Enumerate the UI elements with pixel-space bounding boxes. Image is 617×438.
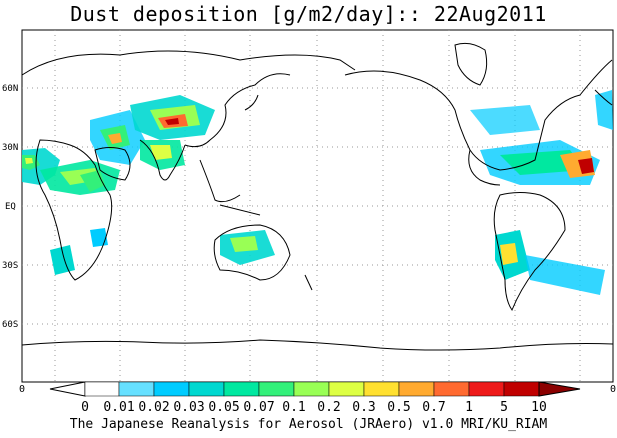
colorbar-right-end-label: 0 <box>610 384 616 395</box>
colorbar-bin-5 <box>258 381 295 397</box>
colorbar-tick-label: 0.3 <box>352 400 375 415</box>
colorbar-bin-10 <box>433 381 470 397</box>
colorbar-bin-12 <box>503 381 540 397</box>
coastlines <box>21 42 614 351</box>
colorbar-right-arrow <box>538 381 581 397</box>
colorbar-tick-label: 0.5 <box>387 400 410 415</box>
colorbar-bin-7 <box>328 381 365 397</box>
colorbar-bin-0 <box>84 381 120 397</box>
colorbar-bin-2 <box>153 381 190 397</box>
lat-label-30n: 30N <box>2 143 18 153</box>
colorbar-left-arrow <box>49 381 86 397</box>
colorbar-bin-11 <box>468 381 505 397</box>
colorbar-tick-label: 0 <box>81 400 89 415</box>
colorbar-bin-4 <box>223 381 260 397</box>
colorbar-bin-6 <box>293 381 330 397</box>
colorbar-tick-label: 0.01 <box>103 400 134 415</box>
map-title: Dust deposition [g/m2/day]:: 22Aug2011 <box>70 2 547 26</box>
colorbar-bin-3 <box>188 381 225 397</box>
colorbar-tick-label: 0.2 <box>317 400 340 415</box>
data-source-credit: The Japanese Reanalysis for Aerosol (JRA… <box>69 417 548 432</box>
colorbar-left-end-label: 0 <box>19 384 25 395</box>
colorbar-tick-label: 0.1 <box>282 400 305 415</box>
latitude-labels: 60N 30N EQ 30S 60S <box>2 84 18 330</box>
colorbar: 0 0 0 0.01 0.02 0.03 0.05 0.07 0.1 0.2 0… <box>19 381 616 415</box>
colorbar-tick-label: 1 <box>465 400 473 415</box>
colorbar-tick-label: 0.03 <box>173 400 204 415</box>
colorbar-bin-8 <box>363 381 400 397</box>
lat-label-30s: 30S <box>2 261 18 271</box>
colorbar-tick-label: 0.7 <box>422 400 445 415</box>
lat-label-60s: 60S <box>2 320 18 330</box>
colorbar-tick-label: 0.05 <box>208 400 239 415</box>
colorbar-tick-label: 10 <box>531 400 547 415</box>
colorbar-tick-label: 0.07 <box>243 400 274 415</box>
colorbar-bin-9 <box>398 381 435 397</box>
graticule <box>22 30 613 382</box>
dust-deposition-field <box>22 90 613 295</box>
colorbar-bin-1 <box>118 381 155 397</box>
lat-label-60n: 60N <box>2 84 18 94</box>
colorbar-tick-label: 5 <box>500 400 508 415</box>
lat-label-eq: EQ <box>5 202 16 212</box>
colorbar-tick-label: 0.02 <box>138 400 169 415</box>
